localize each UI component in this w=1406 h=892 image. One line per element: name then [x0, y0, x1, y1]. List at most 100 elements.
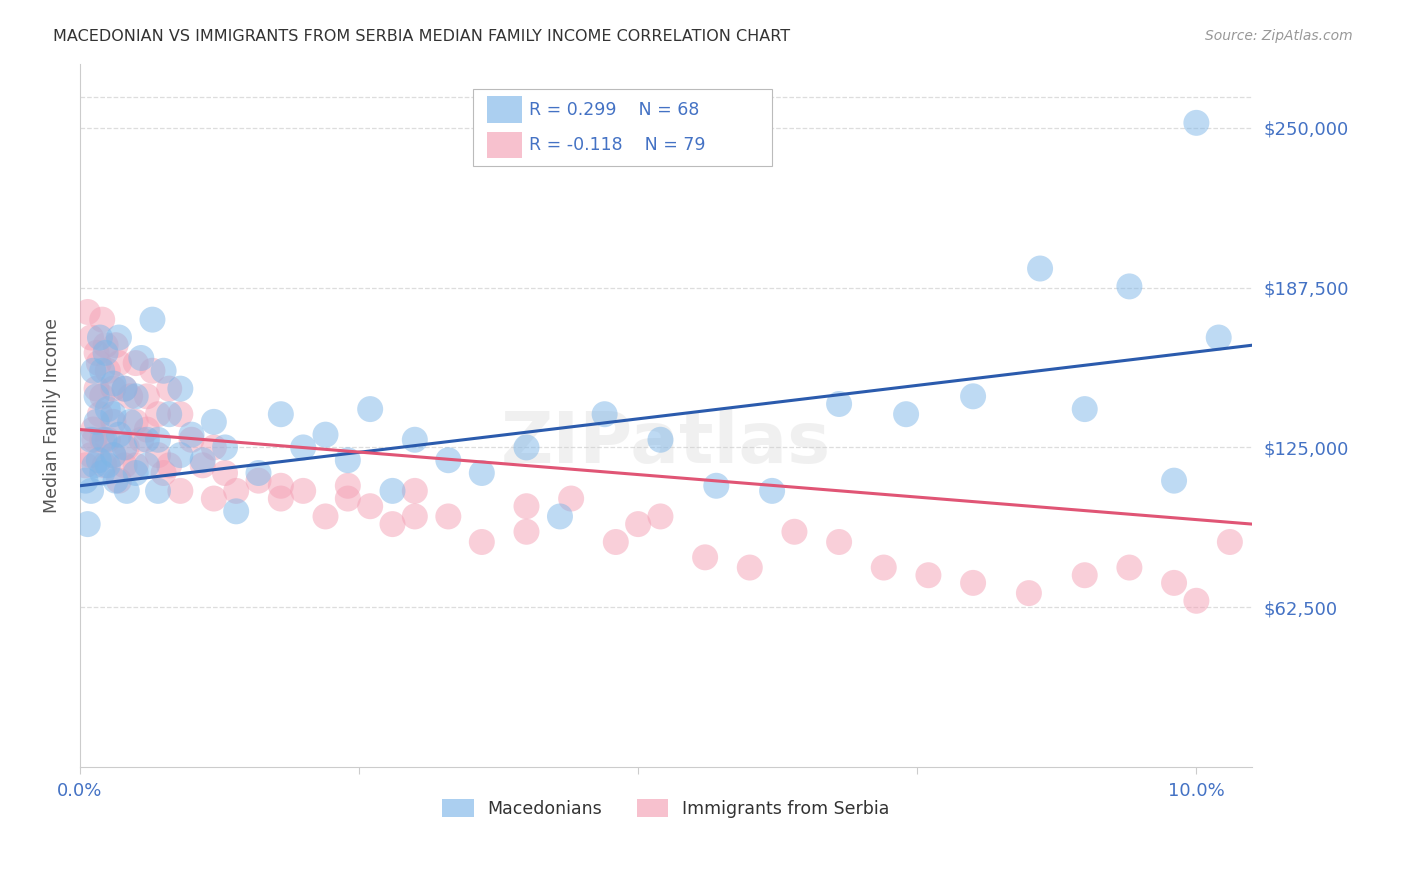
Point: [91, 389, 114, 403]
Point: [695, 550, 717, 565]
Point: [91, 312, 114, 326]
Point: [103, 407, 125, 421]
Point: [135, 458, 157, 473]
Point: [108, 330, 131, 344]
Point: [91, 433, 114, 447]
Point: [76, 517, 98, 532]
Point: [104, 338, 127, 352]
Point: [214, 441, 236, 455]
Point: [94, 338, 117, 352]
Point: [560, 491, 582, 506]
Point: [146, 433, 169, 447]
Text: R = -0.118    N = 79: R = -0.118 N = 79: [529, 136, 706, 154]
Point: [86, 382, 108, 396]
Point: [381, 483, 404, 498]
Point: [180, 427, 202, 442]
Point: [270, 479, 292, 493]
Point: [1185, 594, 1208, 608]
Point: [1219, 535, 1241, 549]
Point: [783, 524, 806, 539]
Point: [103, 448, 125, 462]
Point: [97, 433, 120, 447]
Point: [169, 382, 191, 396]
Point: [129, 433, 152, 447]
Point: [169, 483, 191, 498]
Point: [605, 535, 627, 549]
Point: [627, 517, 650, 532]
Point: [1118, 560, 1140, 574]
Point: [225, 504, 247, 518]
Point: [202, 491, 225, 506]
Point: [83, 433, 105, 447]
Point: [75, 474, 97, 488]
Point: [120, 389, 142, 403]
Point: [336, 479, 359, 493]
Point: [894, 407, 917, 421]
Point: [292, 483, 315, 498]
Point: [548, 509, 571, 524]
Point: [471, 466, 494, 480]
Point: [292, 441, 315, 455]
Point: [214, 466, 236, 480]
Point: [135, 389, 157, 403]
Point: [359, 500, 381, 514]
Point: [125, 466, 148, 480]
Point: [103, 415, 125, 429]
Point: [82, 423, 104, 437]
Point: [115, 441, 138, 455]
Point: [515, 524, 537, 539]
Point: [381, 517, 404, 532]
Point: [1074, 568, 1097, 582]
Point: [91, 364, 114, 378]
Text: ZIPatlas: ZIPatlas: [501, 409, 831, 478]
Point: [86, 415, 108, 429]
Point: [146, 483, 169, 498]
Point: [404, 483, 426, 498]
Point: [125, 389, 148, 403]
Point: [191, 453, 214, 467]
Point: [1018, 586, 1040, 600]
Point: [86, 389, 108, 403]
Point: [1163, 575, 1185, 590]
Point: [114, 382, 136, 396]
Y-axis label: Median Family Income: Median Family Income: [44, 318, 60, 513]
Point: [593, 407, 616, 421]
Point: [828, 535, 851, 549]
Point: [962, 575, 984, 590]
Point: [135, 433, 157, 447]
Point: [108, 427, 131, 442]
Point: [114, 458, 136, 473]
Point: [738, 560, 761, 574]
Point: [761, 483, 783, 498]
Point: [169, 448, 191, 462]
Point: [404, 509, 426, 524]
Text: R = 0.299    N = 68: R = 0.299 N = 68: [529, 101, 699, 119]
Point: [125, 458, 148, 473]
Point: [247, 474, 270, 488]
Point: [80, 483, 103, 498]
Point: [80, 448, 103, 462]
Legend: Macedonians, Immigrants from Serbia: Macedonians, Immigrants from Serbia: [436, 792, 897, 825]
Text: MACEDONIAN VS IMMIGRANTS FROM SERBIA MEDIAN FAMILY INCOME CORRELATION CHART: MACEDONIAN VS IMMIGRANTS FROM SERBIA MED…: [53, 29, 790, 44]
Point: [247, 466, 270, 480]
Point: [873, 560, 896, 574]
Point: [270, 407, 292, 421]
Point: [169, 407, 191, 421]
Point: [704, 479, 727, 493]
Point: [336, 491, 359, 506]
Point: [87, 356, 110, 370]
Point: [76, 305, 98, 319]
Point: [1074, 402, 1097, 417]
Point: [82, 364, 104, 378]
Point: [650, 433, 672, 447]
Point: [87, 453, 110, 467]
Point: [114, 441, 136, 455]
Point: [157, 382, 180, 396]
Point: [89, 330, 111, 344]
Point: [141, 364, 163, 378]
Point: [93, 458, 115, 473]
Point: [157, 458, 180, 473]
FancyBboxPatch shape: [472, 88, 772, 166]
Point: [80, 433, 103, 447]
Bar: [486, 96, 522, 123]
